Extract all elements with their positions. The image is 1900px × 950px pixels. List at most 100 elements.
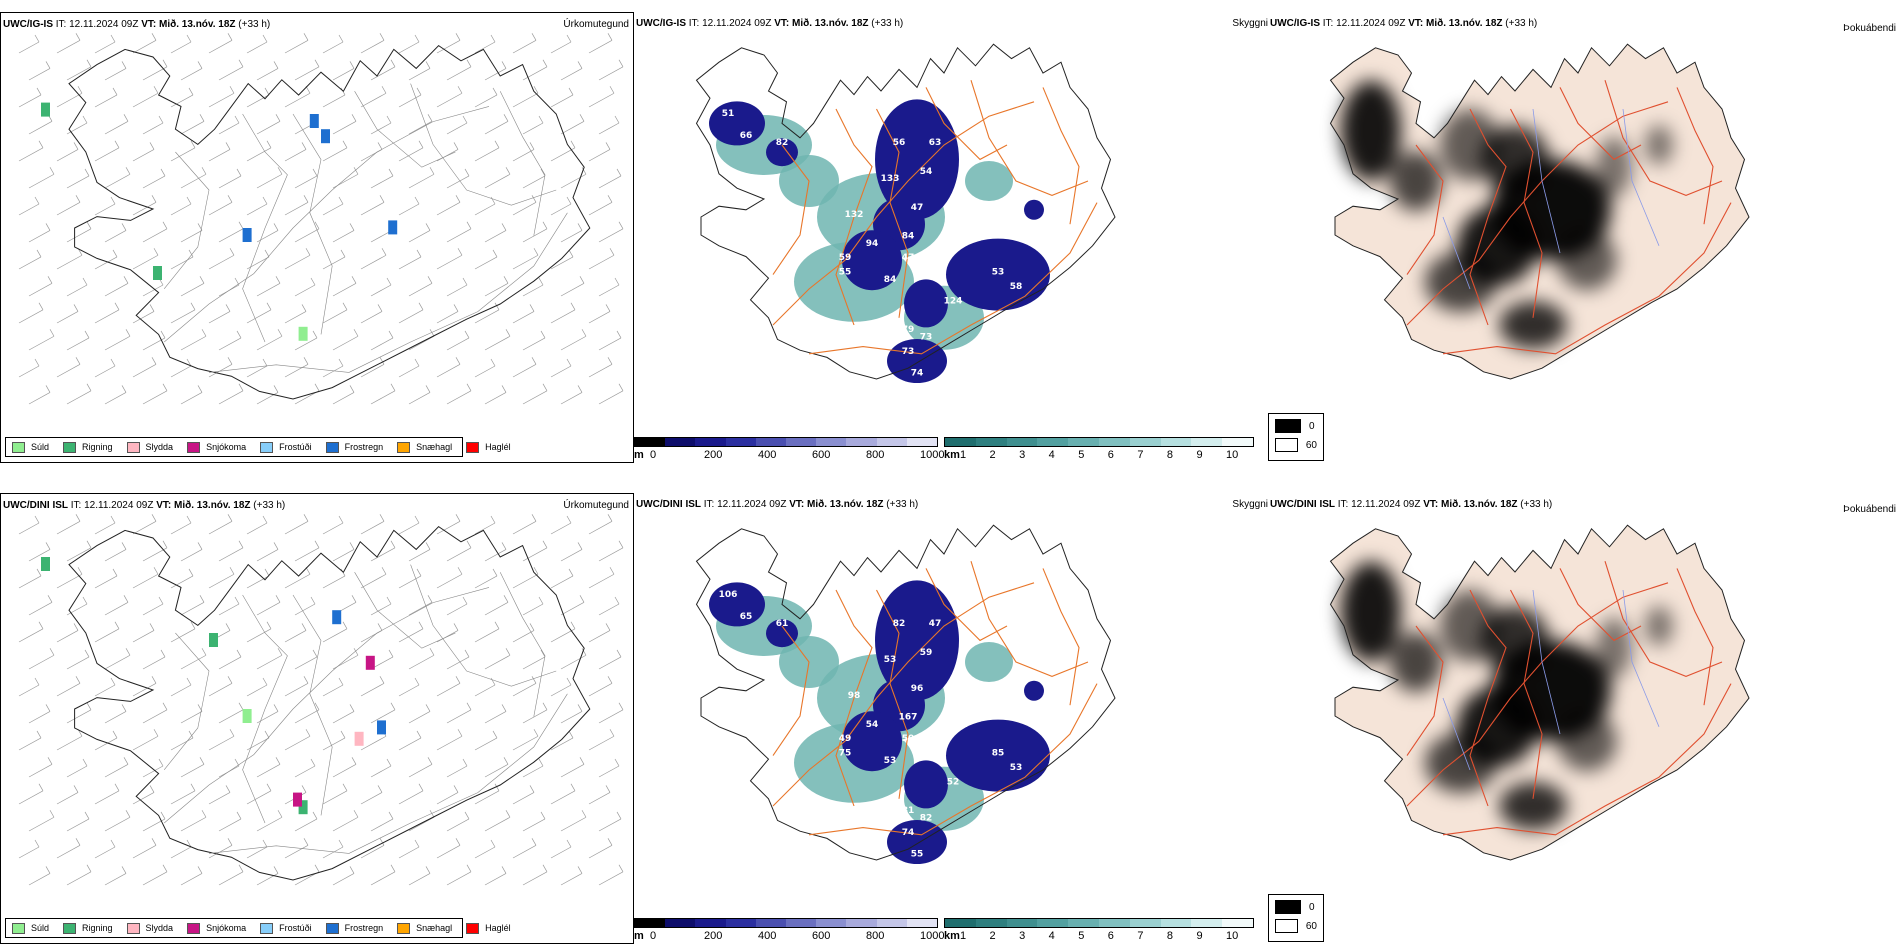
colorbar-tick: 10 [1226,449,1239,461]
colorbar-segment [1129,919,1161,927]
legend-item-snaehagl: Snæhagl [397,922,452,934]
vt-label: VT: [774,18,790,29]
fog-title: Þokuábendi [1843,23,1896,34]
visibility-colorbar [944,918,1254,928]
lead-time: (+33 h) [253,500,286,511]
colorbar-tick: 8 [1166,449,1173,461]
legend-swatch [260,922,274,934]
colorbar-tick: 1 [960,930,967,942]
fog-legend: 0 60 [1268,894,1324,942]
colorbar-segment [665,919,696,927]
colorbar-tick: 200 [704,449,723,461]
cloud-number: 49 [839,734,852,744]
colorbar-segment [876,919,907,927]
it-value: 12.11.2024 09Z [1351,499,1421,510]
precip-spot [388,220,398,235]
colorbar-segment [816,438,847,446]
model-name: UWC/DINI ISL [1270,499,1335,510]
cloud-map: 106 65 61 82 47 59 53 96 98 167 74 54 64 49 75 85 53 53 19… [695,524,1116,864]
colorbar-unit: m [634,930,644,942]
cloud-number: 47 [902,253,915,263]
precip-spot [377,720,386,735]
colorbar-segment [1129,438,1161,446]
cloud-number: 59 [920,648,933,658]
colorbar-tick: 600 [812,930,831,942]
ceiling-ticks: m 0 200 400 600 800 1000 [634,930,944,944]
colorbar-segment [755,919,787,927]
cloud-number: 81 [902,806,915,816]
cloud-number: 66 [740,131,753,141]
legend-swatch [466,922,480,934]
precip-spot [41,102,50,117]
lead-time: (+33 h) [1505,18,1538,29]
colorbar-segment [1098,438,1130,446]
vt-value: Mið. 13.nóv. 18Z [792,18,869,29]
colorbar-tick: 2 [989,930,996,942]
colorbar-segment [1037,919,1069,927]
legend-label: Frostregn [344,442,384,452]
it-label: IT: [1337,499,1349,510]
fog-legend: 0 60 [1268,413,1324,461]
fog-swatch [1275,919,1298,933]
colorbar-tick: 5 [1078,449,1085,461]
precip-spot [298,800,308,815]
legend-swatch [260,441,274,453]
cloud-number: 74 [902,828,915,838]
legend-item-snaehagl: Snæhagl [397,441,452,453]
fog-legend-row: 60 [1275,919,1317,933]
precip-spot [293,792,302,807]
precip-spot [321,129,330,144]
colorbar-segment [945,438,976,446]
legend-swatch [126,922,140,934]
precip-panel-bottom: UWC/DINI ISL IT: 12.11.2024 09Z VT: Mið.… [0,493,634,944]
vt-value: Mið. 13.nóv. 18Z [807,499,884,510]
legend-item-rigning: Rigning [63,922,113,934]
cloud-map: 51 66 82 56 63 54 133 47 132 84 50 94 48 59 55 53 58 84 10… [695,43,1116,383]
legend-swatch [397,441,411,453]
cloud-number: 58 [1010,282,1023,292]
colorbar-segment [975,438,1007,446]
panel-header: UWC/IG-IS IT: 12.11.2024 09Z VT: Mið. 13… [636,18,903,29]
cloud-number: 124 [944,296,963,306]
fog-map [1329,524,1750,861]
legend-swatch [397,922,411,934]
precip-spot [153,266,162,280]
fog-panel-top: UWC/IG-IS IT: 12.11.2024 09Z VT: Mið. 13… [1268,12,1900,463]
fog-legend-value: 60 [1305,439,1317,451]
legend-label: Rigning [82,442,113,452]
legend-label: Rigning [82,923,113,933]
precip-spot [354,731,364,746]
it-label: IT: [688,18,700,29]
legend-swatch [63,922,77,934]
cloud-number: 96 [911,684,924,694]
cloud-number: 59 [839,253,852,263]
lead-time: (+33 h) [871,18,904,29]
legend-swatch [325,441,339,453]
it-value: 12.11.2024 09Z [84,500,154,511]
cloud-number: 53 [992,268,1005,278]
colorbar-segment [755,438,787,446]
colorbar-segment [906,919,938,927]
colorbar-segment [1006,919,1038,927]
model-name: UWC/IG-IS [1270,18,1320,29]
colorbar-segment [1006,438,1038,446]
panel-header: UWC/IG-IS IT: 12.11.2024 09Z VT: Mið. 13… [1270,18,1537,29]
colorbar-tick: 9 [1196,449,1203,461]
cloud-number: 132 [845,210,864,220]
it-value: 12.11.2024 09Z [702,18,772,29]
visibility-colorbar [944,437,1254,447]
panel-header: UWC/IG-IS IT: 12.11.2024 09Z VT: Mið. 13… [3,19,270,30]
colorbar-segment [1160,438,1192,446]
fog-legend-row: 0 [1275,900,1317,914]
cloud-title: Skyggni [1232,18,1268,29]
precip-map [18,33,624,405]
cloud-number: 51 [722,109,735,119]
legend-item-snjokoma: Snjókoma [187,441,246,453]
colorbar-segment [1191,919,1223,927]
cloud-number: 73 [920,332,933,342]
colorbar-unit: m [634,449,644,461]
colorbar-tick: 10 [1226,930,1239,942]
colorbar-tick: 800 [866,930,885,942]
vt-value: Mið. 13.nóv. 18Z [174,500,251,511]
colorbar-segment [1068,919,1099,927]
